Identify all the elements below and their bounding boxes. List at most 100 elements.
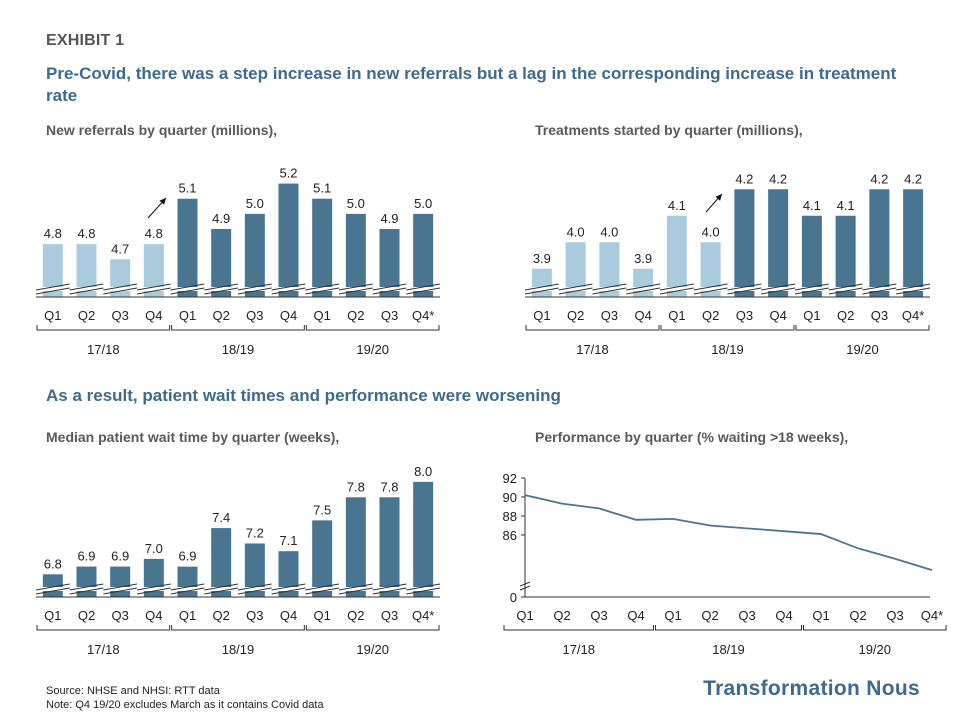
chart1-axis-break-mark [69,283,104,291]
chart2-axis-break-mark [761,283,796,291]
chart1-increase-arrowhead [159,198,166,205]
chart3-axis-break-mark [237,587,272,595]
chart3-bar [211,528,232,597]
chart2-bar [700,242,721,297]
chart1-bar-value: 5.0 [347,196,365,211]
exhibit-label: EXHIBIT 1 [46,32,125,49]
chart2-bar-value: 4.2 [735,171,753,186]
footnotes: Source: NHSE and NHSI: RTT data Note: Q4… [46,684,324,712]
chart2-group-label: 17/18 [576,342,609,357]
chart2-group-label: 18/19 [711,342,744,357]
chart2-x-tick-label: Q1 [668,308,685,323]
chart2-bar [768,189,789,297]
chart2-axis-break-mark [592,287,627,295]
chart3-x-tick-label: Q2 [212,608,229,623]
chart4-x-tick-label: Q3 [590,608,607,623]
chart1-group-bracket [36,325,171,331]
chart2-bar [531,268,552,297]
chart2-bar [633,268,654,297]
chart2-x-tick-label: Q3 [871,308,888,323]
chart2-x-tick-label: Q3 [736,308,753,323]
chart2-bar [565,242,586,297]
chart2-axis-break-mark [626,283,661,291]
chart2-bar [869,189,890,297]
chart1-axis-break-mark [237,283,272,291]
chart1-axis-break-mark [35,283,70,291]
chart2-axis-break-mark [727,287,762,295]
chart1-x-tick-label: Q4 [145,308,162,323]
chart2-title: Treatments started by quarter (millions)… [535,122,803,138]
chart1-group-label: 18/19 [222,342,255,357]
chart1-bar [413,213,434,297]
chart3-axis-break-mark [237,583,272,591]
chart2-axis-break-mark [794,287,829,295]
chart1-axis-break-mark [271,283,306,291]
chart3-group-label: 18/19 [222,642,255,657]
chart3-axis-break-mark [69,587,104,595]
chart2-bar-value: 4.2 [904,171,922,186]
chart4-group-bracket [655,625,802,631]
chart2-bar [666,215,687,297]
chart1-bar [177,198,198,297]
chart2-axis-break-mark [558,283,593,291]
chart4-y-axis-break [519,585,531,591]
chart3-group-bracket [171,625,305,631]
chart1-bar [312,198,333,297]
chart1-x-tick-label: Q3 [111,308,128,323]
chart2-bar-value: 4.0 [600,224,618,239]
chart3-x-tick-label: Q3 [111,608,128,623]
chart2-axis-break-mark [693,287,728,295]
chart1-bar [143,244,164,297]
chart1-axis-break-mark [305,287,340,295]
chart2-x-tick-label: Q1 [803,308,820,323]
chart3-x-tick-label: Q1 [313,608,330,623]
chart2-group-bracket [525,325,660,331]
chart1-bar-value: 4.8 [44,226,62,241]
chart4-y-tick-label: 90 [503,490,517,505]
chart2-axis-break-mark [693,283,728,291]
chart3-group-bracket [36,625,171,631]
chart1-bar-value: 4.7 [111,241,129,256]
chart2-bar-value: 4.0 [702,224,720,239]
chart3-x-tick-label: Q3 [246,608,263,623]
chart3-axis-break-mark [271,587,306,595]
chart1-axis-break-mark [204,287,239,295]
chart1-bar-value: 4.8 [77,226,95,241]
chart2-x-tick-label: Q2 [567,308,584,323]
chart3-title: Median patient wait time by quarter (wee… [46,429,340,445]
chart2-axis-break-mark [828,287,863,295]
chart3-axis-break-mark [406,583,441,591]
chart1-bar-value: 4.9 [212,211,230,226]
chart1-group-label: 17/18 [87,342,120,357]
chart3-x-tick-label: Q2 [78,608,95,623]
chart2-axis-break-mark [558,287,593,295]
chart3-bar-value: 7.1 [279,533,297,548]
chart1-group-bracket [171,325,305,331]
chart1-bar [244,213,265,297]
chart4-x-tick-label: Q1 [516,608,533,623]
chart1-title: New referrals by quarter (millions), [46,122,278,138]
chart2-axis-break-mark [524,283,559,291]
chart1-bar [345,213,366,297]
chart4-y-axis-break [519,581,531,587]
chart2-bar-value: 4.2 [769,171,787,186]
chart2-x-tick-label: Q4* [902,308,924,323]
chart1-axis-break-mark [170,287,205,295]
chart3-bar-value: 8.0 [414,464,432,479]
chart3-axis-break-mark [204,587,239,595]
chart2-x-tick-label: Q2 [837,308,854,323]
chart2-bar-value: 3.9 [533,251,551,266]
chart4-y-tick-label: 0 [510,590,517,605]
chart3-bar-value: 6.8 [44,556,62,571]
chart1-axis-break-mark [406,287,441,295]
chart3-axis-break-mark [338,583,373,591]
chart1-axis-break-mark [170,283,205,291]
chart4-x-tick-label: Q3 [886,608,903,623]
chart2-increase-arrowhead [715,194,722,201]
chart2-bar [835,215,856,297]
chart1-group-label: 19/20 [356,342,389,357]
chart2-group-bracket [795,325,930,331]
chart2-axis-break-mark [896,283,931,291]
chart1-bar [278,183,299,297]
brand-logo: Transformation Nous [703,677,920,700]
